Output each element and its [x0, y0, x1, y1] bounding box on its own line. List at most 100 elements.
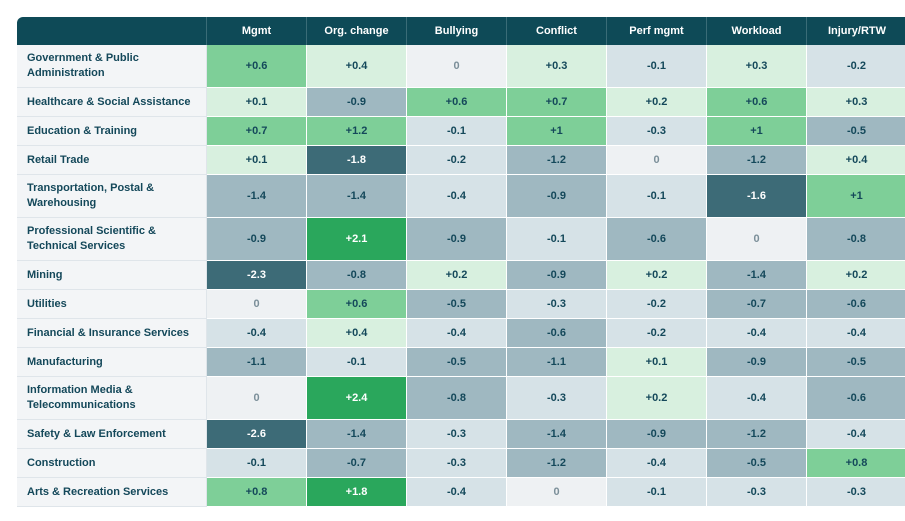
heatmap-cell: -0.5 [707, 449, 807, 478]
heatmap-cell: +0.3 [707, 45, 807, 88]
heatmap-cell: -0.9 [307, 88, 407, 117]
column-header: Org. change [307, 17, 407, 45]
heatmap-cell: +0.8 [207, 478, 307, 507]
heatmap-cell: -0.9 [607, 420, 707, 449]
heatmap-cell: -0.5 [407, 290, 507, 319]
column-header: Bullying [407, 17, 507, 45]
heatmap-cell: -0.2 [607, 290, 707, 319]
table-row: Government & Public Administration +0.6 +0… [17, 45, 905, 88]
heatmap-cell: +0.6 [707, 88, 807, 117]
industry-label: Mining [17, 261, 207, 290]
column-header: Workload [707, 17, 807, 45]
heatmap-container: Mgmt Org. change Bullying Conflict Perf … [17, 17, 905, 521]
industry-label: Arts & Recreation Services [17, 478, 207, 507]
header-row: Mgmt Org. change Bullying Conflict Perf … [17, 17, 905, 45]
heatmap-cell: -0.4 [407, 319, 507, 348]
industry-label: Education & Training [17, 117, 207, 146]
heatmap-cell: -0.3 [607, 117, 707, 146]
industry-label: Utilities [17, 290, 207, 319]
industry-label: Retail Trade [17, 146, 207, 175]
heatmap-cell: 0 [207, 377, 307, 420]
heatmap-cell: -0.5 [407, 348, 507, 377]
industry-label: Healthcare & Social Assistance [17, 88, 207, 117]
heatmap-cell: -0.6 [607, 218, 707, 261]
heatmap-cell: +2.4 [307, 377, 407, 420]
heatmap-cell: -1.1 [507, 348, 607, 377]
heatmap-cell: +0.1 [607, 348, 707, 377]
heatmap-cell: +0.1 [207, 88, 307, 117]
heatmap-cell: +0.3 [507, 45, 607, 88]
heatmap-cell: -0.4 [407, 478, 507, 507]
heatmap-cell: +0.6 [407, 88, 507, 117]
table-row: Mining -2.3 -0.8 +0.2 -0.9 +0.2 -1.4 +0.2 [17, 261, 905, 290]
heatmap-cell: -0.4 [707, 319, 807, 348]
heatmap-cell: -0.9 [507, 261, 607, 290]
heatmap-cell: +0.6 [207, 45, 307, 88]
heatmap-cell: -0.8 [307, 261, 407, 290]
heatmap-cell: -0.9 [407, 218, 507, 261]
heatmap-cell: -1.8 [307, 146, 407, 175]
table-row: Healthcare & Social Assistance +0.1 -0.9 +0… [17, 88, 905, 117]
heatmap-cell: +0.2 [407, 261, 507, 290]
heatmap-cell: -0.3 [507, 377, 607, 420]
heatmap-cell: -1.4 [307, 420, 407, 449]
heatmap-cell: +0.7 [507, 88, 607, 117]
heatmap-cell: -0.3 [407, 449, 507, 478]
heatmap-cell: -0.9 [707, 348, 807, 377]
industry-label: Manufacturing [17, 348, 207, 377]
heatmap-cell: -0.9 [207, 218, 307, 261]
industry-label: Financial & Insurance Services [17, 319, 207, 348]
heatmap-cell: +0.8 [807, 449, 905, 478]
column-header: Perf mgmt [607, 17, 707, 45]
table-row: Retail Trade +0.1 -1.8 -0.2 -1.2 0 -1.2 +0.4 [17, 146, 905, 175]
column-header: Conflict [507, 17, 607, 45]
heatmap-cell: +0.2 [607, 261, 707, 290]
heatmap-cell: -0.2 [607, 319, 707, 348]
table-row: Safety & Law Enforcement -2.6 -1.4 -0.3 -1.4… [17, 420, 905, 449]
heatmap-table: Mgmt Org. change Bullying Conflict Perf … [17, 17, 905, 507]
heatmap-cell: +0.3 [807, 88, 905, 117]
heatmap-cell: -1.2 [507, 449, 607, 478]
heatmap-cell: -2.3 [207, 261, 307, 290]
heatmap-cell: -0.5 [807, 117, 905, 146]
heatmap-cell: -0.3 [707, 478, 807, 507]
heatmap-cell: +1 [707, 117, 807, 146]
heatmap-cell: -0.4 [407, 175, 507, 218]
column-header: Injury/RTW [807, 17, 905, 45]
heatmap-cell: -0.7 [307, 449, 407, 478]
heatmap-cell: 0 [607, 146, 707, 175]
heatmap-cell: +0.4 [307, 319, 407, 348]
heatmap-cell: -0.1 [607, 175, 707, 218]
heatmap-cell: -0.5 [807, 348, 905, 377]
heatmap-cell: -0.3 [407, 420, 507, 449]
heatmap-cell: -0.3 [507, 290, 607, 319]
heatmap-cell: 0 [407, 45, 507, 88]
heatmap-cell: +0.2 [607, 88, 707, 117]
heatmap-cell: +1.2 [307, 117, 407, 146]
heatmap-cell: +0.6 [307, 290, 407, 319]
heatmap-cell: -0.8 [807, 218, 905, 261]
table-row: Financial & Insurance Services -0.4 +0.4 -0… [17, 319, 905, 348]
column-header: Mgmt [207, 17, 307, 45]
heatmap-cell: -1.2 [707, 146, 807, 175]
heatmap-cell: -0.4 [607, 449, 707, 478]
heatmap-cell: -1.4 [307, 175, 407, 218]
heatmap-cell: -0.4 [207, 319, 307, 348]
heatmap-cell: +0.2 [607, 377, 707, 420]
heatmap-cell: -0.9 [507, 175, 607, 218]
industry-label: Safety & Law Enforcement [17, 420, 207, 449]
table-row: Professional Scientific & Technical Serv… [17, 218, 905, 261]
heatmap-cell: -0.2 [407, 146, 507, 175]
heatmap-cell: +0.4 [807, 146, 905, 175]
table-row: Information Media & Telecommunications 0 +… [17, 377, 905, 420]
heatmap-cell: 0 [707, 218, 807, 261]
heatmap-cell: +0.4 [307, 45, 407, 88]
heatmap-cell: -1.4 [707, 261, 807, 290]
heatmap-cell: -1.4 [507, 420, 607, 449]
heatmap-cell: -0.1 [207, 449, 307, 478]
heatmap-cell: +1.8 [307, 478, 407, 507]
heatmap-cell: -0.2 [807, 45, 905, 88]
heatmap-cell: +2.1 [307, 218, 407, 261]
heatmap-cell: -0.3 [807, 478, 905, 507]
heatmap-cell: -0.1 [407, 117, 507, 146]
